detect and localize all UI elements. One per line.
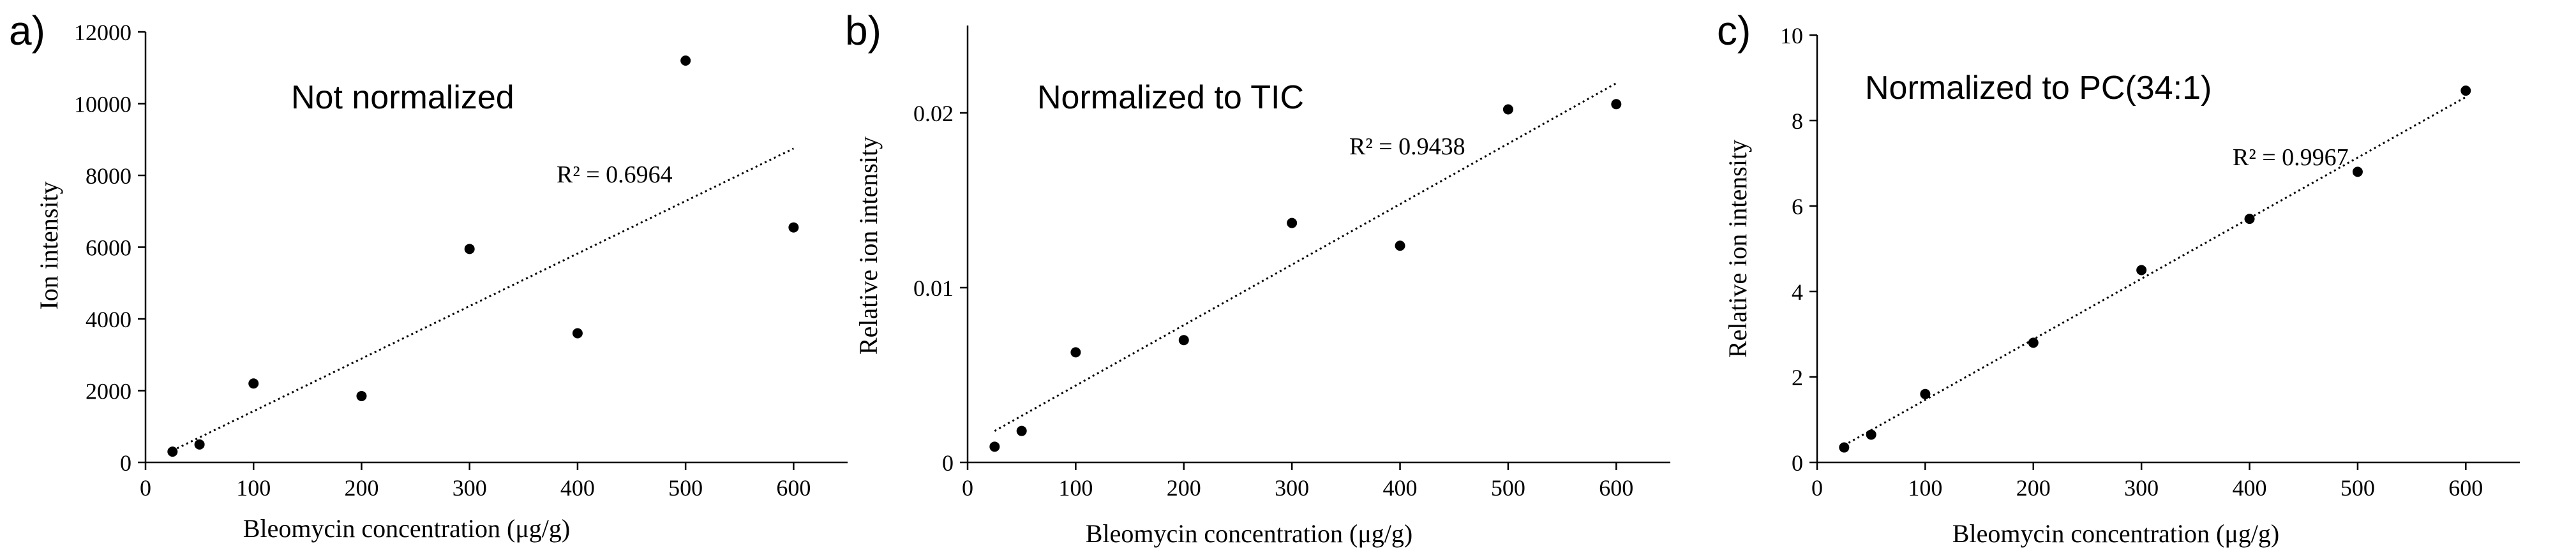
panel-b-x-tick-label: 0 — [962, 475, 973, 501]
panel-a-x-tick-label: 500 — [668, 475, 703, 501]
panel-b-data-point — [1611, 99, 1622, 110]
panel-b-r2-label: R² = 0.9438 — [1349, 133, 1465, 160]
panel-b-x-axis-label-text: Bleomycin concentration — [1086, 519, 1343, 548]
panel-a-y-tick-label: 8000 — [86, 163, 131, 189]
panel-a-data-point — [680, 55, 691, 66]
panel-a-data-point — [788, 222, 799, 233]
panel-a: a) Not normalized 0200040006000800010000… — [9, 8, 848, 543]
panel-b-data-point — [1395, 240, 1405, 251]
panel-c-x-tick-label: 200 — [2016, 475, 2051, 501]
panel-c-x-axis-label: Bleomycin concentration (μg/g) — [1952, 519, 2279, 548]
panel-c-y-tick-label: 4 — [1792, 279, 1803, 305]
panel-a-title: Not normalized — [291, 79, 514, 116]
panel-a-data-point — [356, 390, 367, 401]
panel-b-x-tick-label: 500 — [1491, 475, 1525, 501]
panel-c-x-tick-label: 500 — [2340, 475, 2375, 501]
panel-a-y-tick-label: 10000 — [74, 92, 131, 117]
panel-c-y-ticks: 0 2 4 6 8 10 — [1780, 23, 1817, 476]
panel-b-data-point — [1178, 335, 1189, 346]
panel-c-data-point — [2244, 214, 2255, 225]
panel-c-title: Normalized to PC(34:1) — [1865, 70, 2212, 107]
panel-a-x-tick-label: 200 — [344, 475, 378, 501]
panel-c-points — [1839, 85, 2471, 453]
panel-a-x-axis-unit: (μg/g) — [507, 514, 570, 543]
panel-a-x-tick-label: 300 — [453, 475, 487, 501]
panel-a-x-tick-label: 0 — [140, 475, 151, 501]
panel-b-trendline — [994, 82, 1617, 432]
panel-a-points — [167, 55, 799, 457]
panel-c-x-tick-label: 600 — [2448, 475, 2483, 501]
panel-c-data-point — [2136, 265, 2147, 276]
panel-c-label: c) — [1717, 8, 1751, 54]
panel-c-data-point — [2028, 337, 2039, 348]
panel-c-x-tick-label: 0 — [1811, 475, 1823, 501]
panel-b-x-tick-label: 400 — [1383, 475, 1418, 501]
panel-c-x-tick-label: 400 — [2233, 475, 2267, 501]
panel-c-y-tick-label: 6 — [1792, 194, 1803, 219]
panel-b-y-tick-label: 0.01 — [913, 276, 954, 301]
panel-a-x-axis-label: Bleomycin concentration (μg/g) — [243, 514, 570, 543]
panel-a-data-point — [248, 378, 259, 389]
panel-c-r2-label: R² = 0.9967 — [2233, 144, 2349, 171]
panel-c-data-point — [1920, 388, 1931, 399]
panel-c-x-tick-label: 300 — [2124, 475, 2159, 501]
panel-b-x-tick-label: 100 — [1058, 475, 1093, 501]
panel-c-x-axis-label-text: Bleomycin concentration — [1952, 519, 2210, 548]
panel-c-data-point — [2352, 166, 2363, 177]
panel-c-y-tick-label: 8 — [1792, 108, 1803, 134]
panel-a-x-axis-label-text: Bleomycin concentration — [243, 514, 500, 543]
panel-b-x-axis-unit: (μg/g) — [1349, 519, 1412, 548]
panel-b-x-tick-label: 300 — [1275, 475, 1309, 501]
panel-a-y-tick-label: 4000 — [86, 307, 131, 332]
panel-b-title: Normalized to TIC — [1037, 79, 1304, 116]
panel-b-y-ticks: 0 0.01 0.02 — [913, 101, 968, 476]
panel-a-x-tick-label: 600 — [776, 475, 811, 501]
panel-b-points — [989, 99, 1622, 452]
panel-b-x-tick-label: 200 — [1167, 475, 1201, 501]
panel-b-x-ticks: 0 100 200 300 400 500 600 — [962, 462, 1633, 501]
panel-a-r2-label: R² = 0.6964 — [557, 161, 673, 188]
panel-b-data-point — [989, 441, 1000, 452]
panel-b-x-axis-label: Bleomycin concentration (μg/g) — [1086, 519, 1412, 548]
panel-c-trendline — [1843, 96, 2467, 446]
panel-c-data-point — [1866, 429, 1876, 440]
panel-c-data-point — [1839, 442, 1850, 453]
panel-c-y-tick-label: 2 — [1792, 365, 1803, 390]
panel-a-y-tick-label: 0 — [120, 450, 131, 476]
panel-a-data-point — [167, 446, 178, 457]
panel-a-y-tick-label: 2000 — [86, 379, 131, 404]
panel-b-data-point — [1070, 347, 1081, 358]
panel-a-x-ticks: 0 100 200 300 400 500 600 — [140, 462, 811, 501]
panel-b-label: b) — [845, 8, 881, 54]
panel-b-y-axis-label: Relative ion intensity — [854, 136, 883, 355]
panel-a-x-tick-label: 100 — [236, 475, 271, 501]
panel-c-y-tick-label: 10 — [1780, 23, 1803, 48]
panel-c-y-axis-label: Relative ion intensity — [1723, 140, 1752, 358]
panel-a-y-tick-label: 6000 — [86, 235, 131, 261]
panel-a-data-point — [464, 244, 475, 254]
panel-c-y-tick-label: 0 — [1792, 450, 1803, 476]
panel-c-data-point — [2460, 85, 2471, 96]
panel-b-data-point — [1502, 104, 1513, 115]
panel-a-data-point — [194, 439, 205, 450]
panel-b-x-tick-label: 600 — [1599, 475, 1633, 501]
panel-a-x-tick-label: 400 — [560, 475, 595, 501]
panel-c-x-tick-label: 100 — [1908, 475, 1942, 501]
panel-a-y-tick-label: 12000 — [74, 20, 131, 45]
panel-b-data-point — [1016, 425, 1027, 436]
panel-b-y-tick-label: 0.02 — [913, 101, 954, 126]
panel-c-x-ticks: 0 100 200 300 400 500 600 — [1811, 462, 2483, 501]
panel-a-data-point — [572, 328, 583, 339]
panel-a-y-ticks: 0 2000 4000 6000 8000 10000 12000 — [74, 20, 146, 476]
panel-b-data-point — [1287, 217, 1298, 228]
panel-b-y-tick-label: 0 — [942, 450, 954, 476]
panel-c: c) Normalized to PC(34:1) 0 2 4 6 8 10 0 100 20… — [1717, 8, 2520, 548]
panel-c-x-axis-unit: (μg/g) — [2216, 519, 2279, 548]
panel-a-label: a) — [9, 8, 45, 54]
panel-a-y-axis-label: Ion intensity — [34, 181, 63, 309]
panel-b: b) Normalized to TIC 0 0.01 0.02 0 100 200 30… — [845, 8, 1670, 548]
